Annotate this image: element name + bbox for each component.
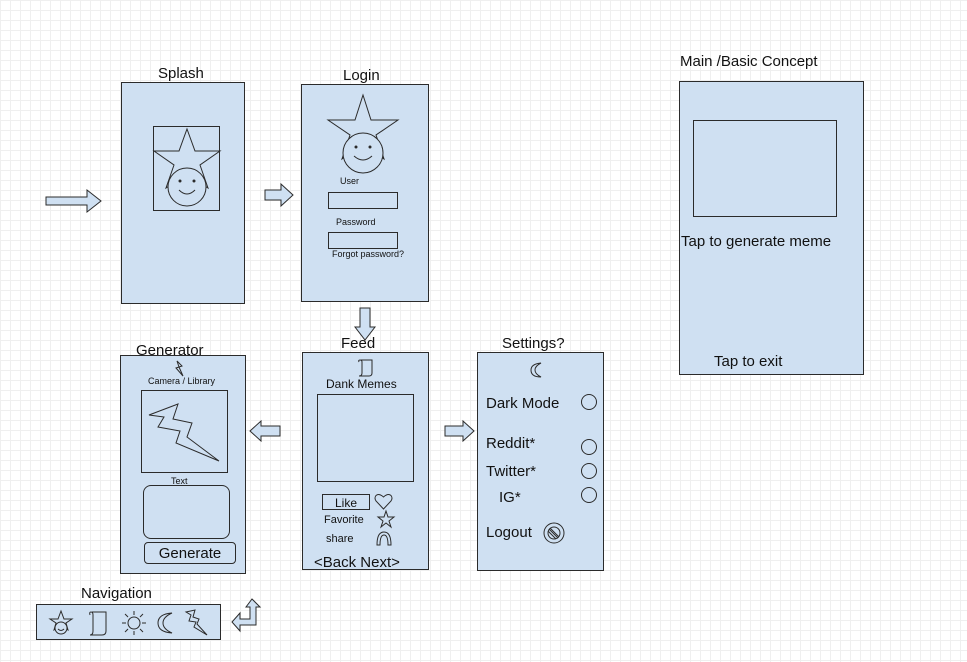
generate-button-label: Generate xyxy=(158,545,222,562)
feed-header: Dank Memes xyxy=(326,377,397,391)
main-screen: Tap to generate meme Tap to exit xyxy=(679,81,864,375)
star-icon[interactable] xyxy=(377,510,395,528)
forgot-password-link[interactable]: Forgot password? xyxy=(332,249,405,259)
moon-icon xyxy=(528,361,546,379)
scroll-icon xyxy=(358,358,374,377)
text-input-box[interactable] xyxy=(143,485,230,539)
navigation-bar xyxy=(36,604,221,640)
tap-to-exit-label[interactable]: Tap to exit xyxy=(714,353,783,370)
meme-image-area[interactable] xyxy=(317,394,414,482)
login-screen: User Password Forgot password? xyxy=(301,84,429,302)
star-face-logo-icon xyxy=(327,93,399,175)
image-picker-area[interactable] xyxy=(141,390,228,473)
return-arrow-icon xyxy=(231,598,261,632)
share-label: share xyxy=(326,533,354,545)
settings-title: Settings? xyxy=(502,335,565,352)
user-label: User xyxy=(340,176,360,186)
moon-icon[interactable] xyxy=(155,611,177,635)
scroll-icon[interactable] xyxy=(88,610,108,636)
main-title: Main /Basic Concept xyxy=(680,53,818,70)
lightning-icon xyxy=(148,403,220,463)
arrow-right-icon xyxy=(444,420,475,442)
arrow-left-icon xyxy=(249,420,281,442)
ig-toggle[interactable] xyxy=(581,487,597,503)
camera-library-label[interactable]: Camera / Library xyxy=(148,376,216,386)
feed-screen: Dank Memes Like Favorite share <Back Nex… xyxy=(302,352,429,570)
login-title: Login xyxy=(343,67,380,84)
logout-label[interactable]: Logout xyxy=(486,524,532,541)
star-face-logo-icon xyxy=(153,126,220,211)
favorite-label: Favorite xyxy=(324,514,364,526)
reddit-toggle[interactable] xyxy=(581,439,597,455)
back-next-nav[interactable]: <Back Next> xyxy=(314,554,400,571)
like-button-label: Like xyxy=(334,496,357,510)
twitter-label: Twitter* xyxy=(486,463,537,480)
like-button[interactable]: Like xyxy=(322,494,370,510)
tap-to-generate-label[interactable]: Tap to generate meme xyxy=(681,233,832,250)
twitter-toggle[interactable] xyxy=(581,463,597,479)
password-label: Password xyxy=(336,217,376,227)
reddit-label: Reddit* xyxy=(486,435,536,452)
user-field[interactable] xyxy=(328,192,398,209)
splash-title: Splash xyxy=(158,65,204,82)
text-label: Text xyxy=(171,476,188,486)
meme-display-area[interactable] xyxy=(693,120,837,217)
sun-icon[interactable] xyxy=(120,610,148,636)
password-field[interactable] xyxy=(328,232,398,249)
feed-title: Feed xyxy=(341,335,376,352)
camera-lightning-icon xyxy=(174,360,184,377)
heart-icon[interactable] xyxy=(374,493,393,510)
star-face-icon[interactable] xyxy=(49,610,73,636)
generate-button[interactable]: Generate xyxy=(144,542,236,564)
arrow-right-icon xyxy=(45,189,103,213)
dark-mode-toggle[interactable] xyxy=(581,394,597,410)
ig-label: IG* xyxy=(499,489,521,506)
settings-screen: Dark Mode Reddit* Twitter* IG* Logout xyxy=(477,352,604,571)
share-icon[interactable] xyxy=(375,529,393,546)
navigation-title: Navigation xyxy=(81,585,152,602)
generator-screen: Camera / Library Text Generate xyxy=(120,355,246,574)
logout-icon[interactable] xyxy=(543,522,565,544)
lightning-icon[interactable] xyxy=(184,609,208,637)
arrow-down-icon xyxy=(354,307,376,341)
dark-mode-label: Dark Mode xyxy=(486,395,560,412)
arrow-right-icon xyxy=(264,183,294,207)
splash-screen xyxy=(121,82,245,304)
generator-title: Generator xyxy=(136,342,204,359)
